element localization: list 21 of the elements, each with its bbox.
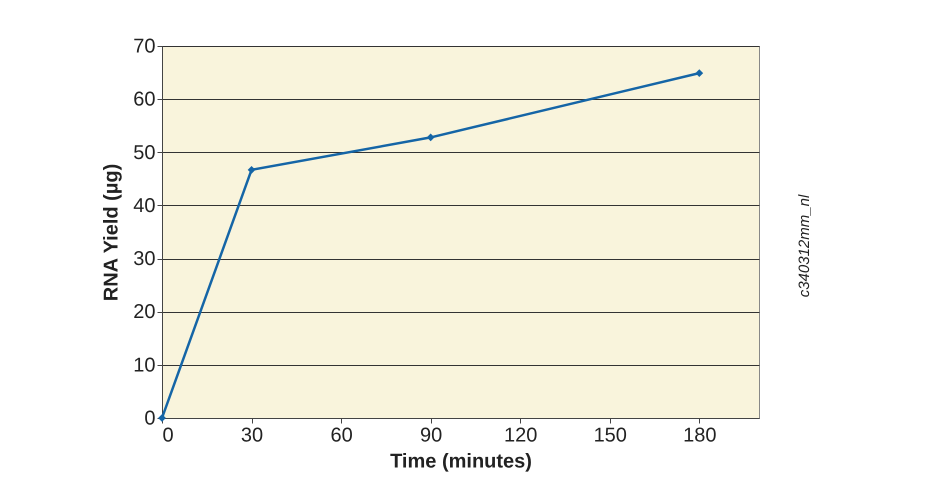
y-tick-label: 0 [144,408,156,430]
x-tick-label: 90 [420,424,442,446]
y-tick-label: 70 [133,36,156,58]
point [248,166,256,174]
y-tick-label: 50 [133,142,156,164]
point [426,134,435,142]
y-tick-label: 40 [133,194,156,217]
y-tick-label: 10 [133,354,156,376]
y-axis-title: RNA Yield (µg) [100,164,122,302]
x-tick-label: 60 [330,424,353,446]
x-tick-label: 0 [162,424,174,446]
y-tick-label: 30 [133,248,156,270]
x-tick-label: 180 [683,424,716,446]
x-tick-label: 30 [240,424,264,446]
y-tick-label: 60 [133,88,156,111]
y-tick-label: 20 [133,301,156,324]
point [695,69,704,77]
x-axis-title: Time (minutes) [390,450,532,472]
text: c340312mm_nl [796,194,813,298]
x-tick-label: 120 [504,424,538,446]
x-tick-label: 150 [594,424,627,446]
